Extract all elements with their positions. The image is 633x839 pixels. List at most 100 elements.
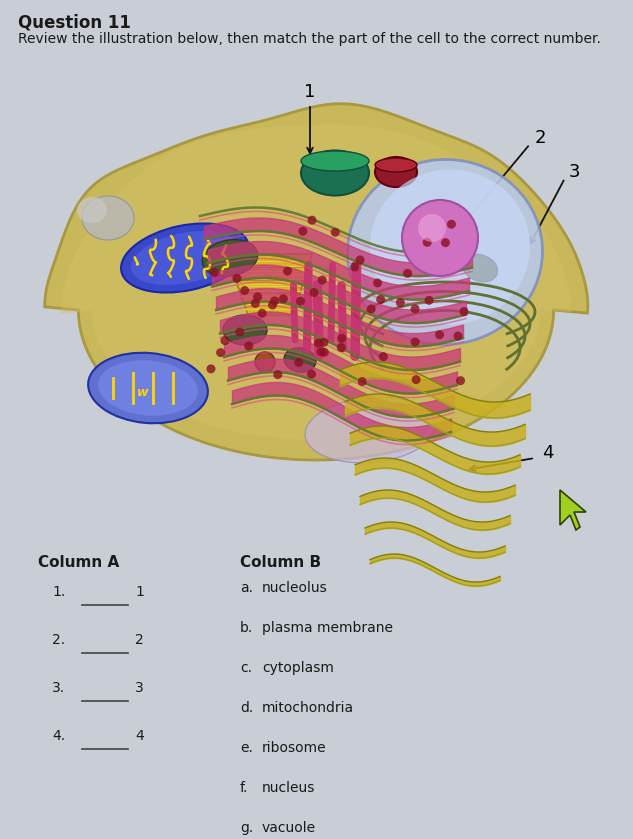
Ellipse shape <box>121 223 249 293</box>
Circle shape <box>298 227 308 236</box>
Circle shape <box>296 297 305 305</box>
Circle shape <box>373 279 382 288</box>
Circle shape <box>367 305 376 314</box>
Circle shape <box>253 292 262 301</box>
Circle shape <box>403 268 412 278</box>
Text: 1: 1 <box>304 83 316 101</box>
Circle shape <box>270 296 279 305</box>
Ellipse shape <box>375 158 417 172</box>
Circle shape <box>350 263 359 272</box>
Ellipse shape <box>463 254 498 282</box>
Circle shape <box>453 331 463 341</box>
Circle shape <box>316 347 325 357</box>
Circle shape <box>268 300 277 310</box>
Circle shape <box>308 216 316 225</box>
Ellipse shape <box>415 210 470 260</box>
Text: 1.: 1. <box>52 585 65 599</box>
Circle shape <box>441 238 450 248</box>
Circle shape <box>379 352 388 361</box>
Circle shape <box>320 348 329 357</box>
Text: 4: 4 <box>542 444 554 462</box>
Text: 2: 2 <box>135 633 144 647</box>
Ellipse shape <box>223 315 267 345</box>
Text: 3: 3 <box>568 163 580 181</box>
Text: cytoplasm: cytoplasm <box>262 661 334 675</box>
Circle shape <box>358 377 367 386</box>
Circle shape <box>396 298 404 307</box>
Ellipse shape <box>348 159 542 345</box>
Text: nucleolus: nucleolus <box>262 581 328 595</box>
Polygon shape <box>236 280 304 304</box>
Text: Column A: Column A <box>38 555 119 570</box>
Circle shape <box>411 305 420 313</box>
Circle shape <box>210 268 219 277</box>
Circle shape <box>356 255 365 264</box>
Circle shape <box>376 295 385 304</box>
Polygon shape <box>240 293 300 315</box>
Ellipse shape <box>77 197 107 223</box>
Ellipse shape <box>301 150 369 195</box>
Ellipse shape <box>305 397 435 463</box>
Text: 4: 4 <box>135 729 144 743</box>
Text: vacuole: vacuole <box>262 821 316 835</box>
Text: 4.: 4. <box>52 729 65 743</box>
Circle shape <box>255 352 275 372</box>
Text: w: w <box>137 387 149 399</box>
Text: 3: 3 <box>135 681 144 695</box>
Polygon shape <box>228 254 312 282</box>
Circle shape <box>244 341 253 351</box>
Ellipse shape <box>370 169 530 325</box>
Circle shape <box>411 337 420 347</box>
Ellipse shape <box>284 348 316 373</box>
Text: g.: g. <box>240 821 253 835</box>
Circle shape <box>320 338 329 347</box>
Circle shape <box>279 294 288 303</box>
Circle shape <box>314 338 323 347</box>
Circle shape <box>258 309 266 318</box>
Ellipse shape <box>375 157 417 187</box>
Polygon shape <box>232 267 308 293</box>
Text: b.: b. <box>240 621 253 635</box>
Circle shape <box>318 275 327 284</box>
Ellipse shape <box>98 360 198 416</box>
Circle shape <box>294 358 303 367</box>
Circle shape <box>283 267 292 275</box>
Circle shape <box>337 343 346 352</box>
Polygon shape <box>45 104 588 460</box>
Ellipse shape <box>88 352 208 423</box>
Text: 2.: 2. <box>52 633 65 647</box>
Circle shape <box>310 288 318 297</box>
Circle shape <box>251 299 260 308</box>
Text: e.: e. <box>240 741 253 755</box>
Circle shape <box>435 331 444 339</box>
Polygon shape <box>61 124 571 440</box>
Circle shape <box>460 307 468 316</box>
Circle shape <box>447 220 456 229</box>
Circle shape <box>216 348 225 357</box>
Circle shape <box>425 296 434 305</box>
Ellipse shape <box>82 196 134 240</box>
Circle shape <box>456 376 465 385</box>
Circle shape <box>418 214 446 242</box>
Text: mitochondria: mitochondria <box>262 701 354 715</box>
Text: Column B: Column B <box>240 555 321 570</box>
Text: d.: d. <box>240 701 253 715</box>
Circle shape <box>235 327 244 336</box>
Ellipse shape <box>301 151 369 171</box>
Circle shape <box>423 237 432 247</box>
Text: f.: f. <box>240 781 248 795</box>
Circle shape <box>307 370 316 378</box>
Text: nucleus: nucleus <box>262 781 315 795</box>
Text: c.: c. <box>240 661 252 675</box>
Text: Question 11: Question 11 <box>18 14 131 32</box>
Text: a.: a. <box>240 581 253 595</box>
Polygon shape <box>560 490 586 530</box>
Text: plasma membrane: plasma membrane <box>262 621 393 635</box>
Circle shape <box>240 286 249 295</box>
Ellipse shape <box>203 240 258 276</box>
Circle shape <box>402 200 478 276</box>
Text: 2: 2 <box>534 129 546 147</box>
Text: 1: 1 <box>135 585 144 599</box>
Text: 3.: 3. <box>52 681 65 695</box>
Circle shape <box>411 375 421 384</box>
